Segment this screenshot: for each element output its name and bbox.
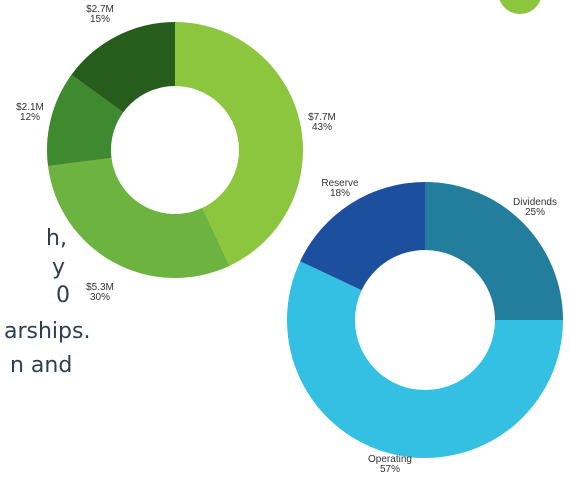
value-label: 15%	[90, 14, 110, 25]
donut-segment	[287, 261, 563, 459]
segment-label: Operating	[368, 454, 412, 465]
value-label: 30%	[90, 292, 110, 303]
body-text: arships.	[4, 319, 90, 344]
body-text: h,	[46, 226, 67, 251]
value-label: 18%	[330, 188, 350, 199]
segment-label: Dividends	[513, 197, 557, 208]
value-label: 25%	[525, 207, 545, 218]
segment-label: $2.1M	[16, 102, 44, 113]
donut-segment	[48, 158, 230, 278]
body-text: 0	[56, 283, 70, 308]
body-text: n and	[10, 353, 72, 378]
donut-segment	[425, 182, 563, 320]
donut-segment	[175, 22, 303, 266]
value-label: 43%	[312, 122, 332, 133]
decor-circle	[499, 0, 541, 14]
segment-label: $2.7M	[86, 4, 114, 15]
segment-label: $5.3M	[86, 282, 114, 293]
donut-segment	[47, 74, 124, 167]
segment-label: $7.7M	[308, 112, 336, 123]
body-text: y	[52, 255, 65, 280]
value-label: 57%	[380, 464, 400, 475]
segment-label: Reserve	[321, 178, 359, 189]
donut-segment	[300, 182, 425, 291]
donut-segment	[71, 22, 175, 113]
value-label: 12%	[20, 112, 40, 123]
